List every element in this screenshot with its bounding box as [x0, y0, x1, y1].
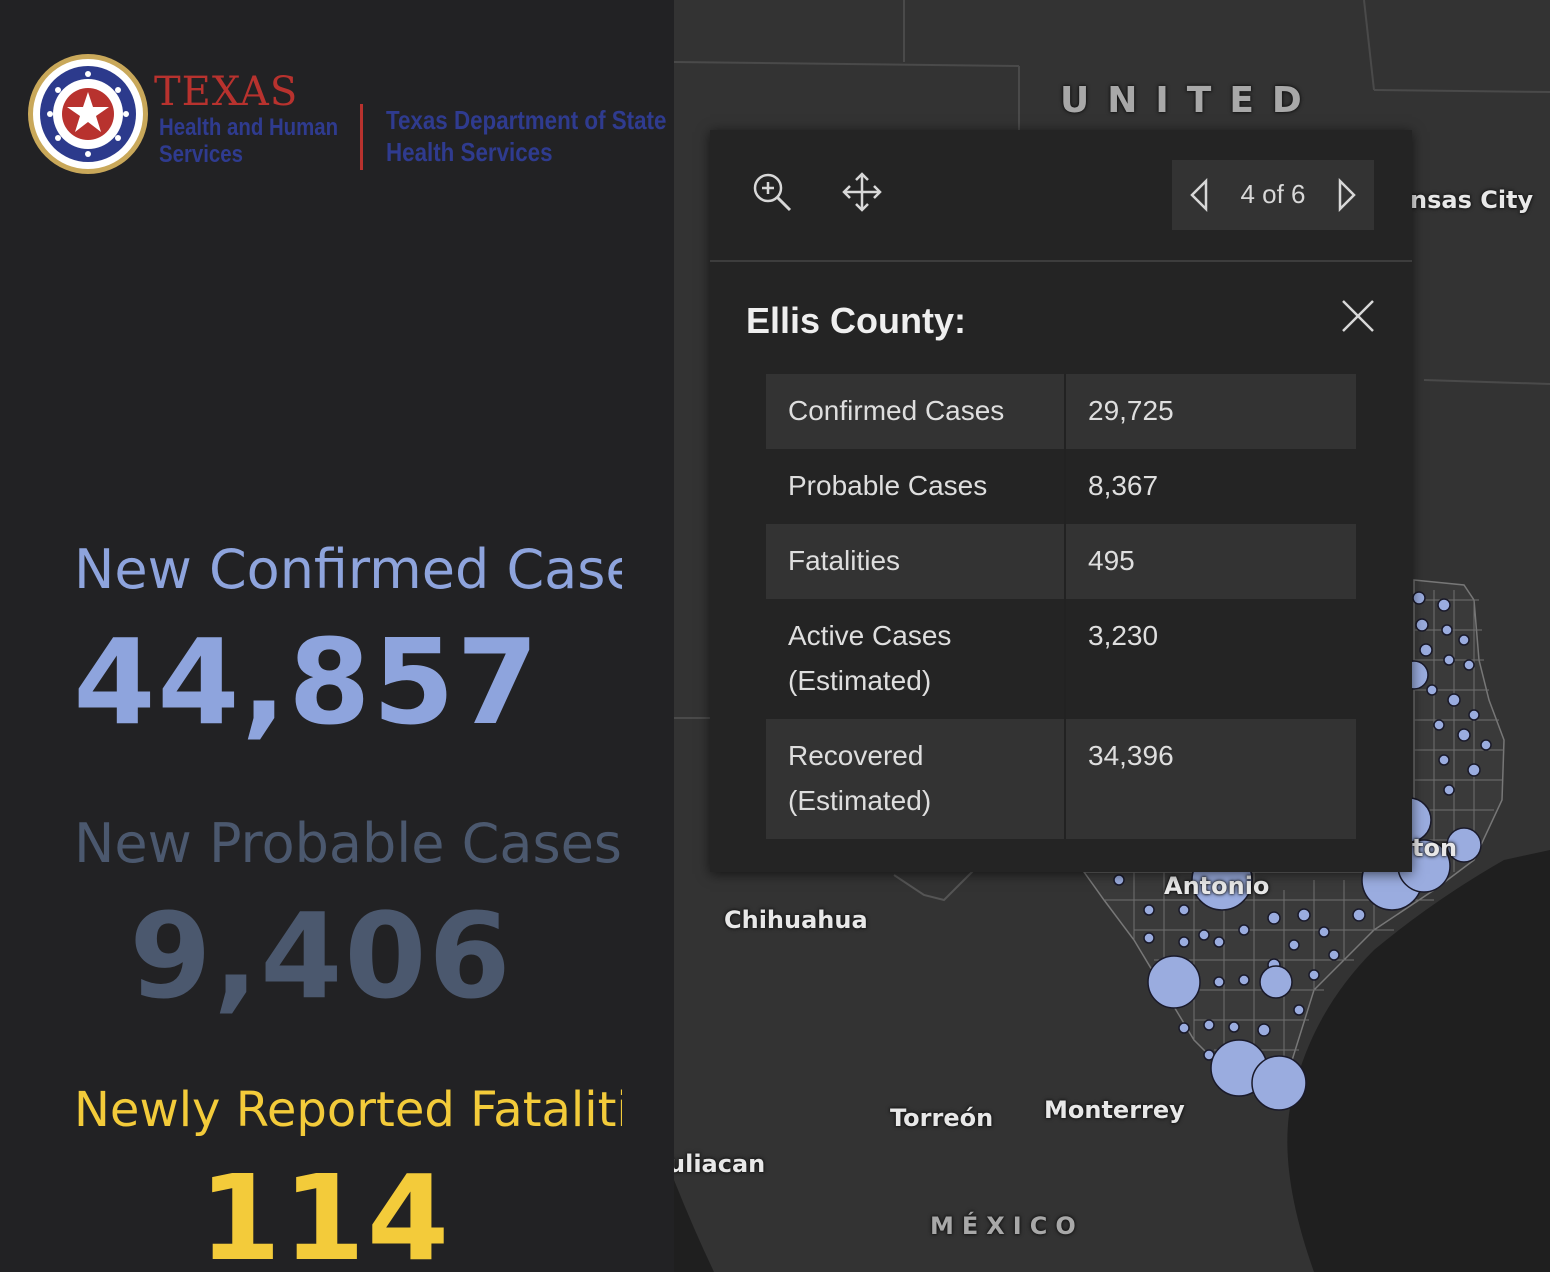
- attribute-key: Active Cases (Estimated): [766, 599, 1065, 719]
- chevron-right-icon: [1338, 178, 1356, 212]
- zoom-to-button[interactable]: [744, 164, 800, 220]
- new-confirmed-label: New Confirmed Cases: [74, 540, 622, 600]
- next-feature-button[interactable]: [1322, 160, 1372, 230]
- close-icon: [1342, 300, 1374, 332]
- dshs-logo: Texas Department of State Health Service…: [386, 104, 666, 168]
- new-confirmed-value: 44,857: [73, 613, 541, 751]
- new-fatalities-value: 114: [198, 1149, 452, 1272]
- map-label-torreon: Torreón: [890, 1104, 994, 1132]
- table-row: Active Cases (Estimated) 3,230: [766, 599, 1356, 719]
- map-label-kansas-city: nsas City: [1410, 186, 1534, 214]
- attribute-key: Fatalities: [766, 524, 1065, 599]
- table-row: Recovered (Estimated) 34,396: [766, 719, 1356, 839]
- table-row: Confirmed Cases 29,725: [766, 374, 1356, 449]
- pan-to-button[interactable]: [834, 164, 890, 220]
- dashboard-panel: TEXAS Health and Human Services Texas De…: [0, 0, 674, 1272]
- hhs-logo-line1: Health and Human: [159, 114, 339, 141]
- map-basemap: [674, 0, 1550, 1272]
- attribute-value: 29,725: [1064, 374, 1356, 449]
- logo-divider: [360, 104, 363, 170]
- map-label-united: UNITED: [1060, 80, 1320, 121]
- attribute-key: Probable Cases: [766, 449, 1065, 524]
- popup-title: Ellis County:: [746, 300, 967, 341]
- table-row: Fatalities 495: [766, 524, 1356, 599]
- zoom-in-icon: [753, 173, 792, 212]
- popup-header: 4 of 6: [710, 130, 1412, 262]
- hhs-logo-subtitle: Health and Human Services: [159, 114, 338, 168]
- dshs-logo-line2: Health Services: [386, 137, 553, 167]
- hhs-logo-line2: Services: [159, 141, 243, 168]
- new-probable-label: New Probable Cases: [74, 814, 622, 874]
- hhs-logo-title: TEXAS: [154, 69, 299, 115]
- table-row: Probable Cases 8,367: [766, 449, 1356, 524]
- pan-icon: [842, 172, 882, 212]
- dshs-logo-line1: Texas Department of State: [386, 105, 667, 135]
- attribute-key: Recovered (Estimated): [766, 719, 1065, 839]
- pager-count: 4 of 6: [1240, 179, 1306, 209]
- new-fatalities-label: Newly Reported Fatalities: [74, 1082, 622, 1138]
- map-label-chihuahua: Chihuahua: [724, 906, 868, 934]
- chevron-left-icon: [1190, 178, 1208, 212]
- attribute-value: 495: [1064, 524, 1356, 599]
- map-label-houston: ton: [1412, 834, 1458, 862]
- previous-feature-button[interactable]: [1174, 160, 1224, 230]
- attribute-key: Confirmed Cases: [766, 374, 1065, 449]
- attribute-value: 34,396: [1064, 719, 1356, 839]
- close-popup-button[interactable]: [1334, 288, 1382, 344]
- feature-pager: 4 of 6: [1172, 160, 1374, 230]
- feature-popup: 4 of 6 Ellis County: Confirmed Cases 29,…: [710, 130, 1412, 872]
- map-label-monterrey: Monterrey: [1044, 1096, 1185, 1124]
- agency-logos: TEXAS Health and Human Services Texas De…: [26, 52, 674, 182]
- map-label-san-antonio: Antonio: [1164, 872, 1270, 900]
- attribute-table: Confirmed Cases 29,725 Probable Cases 8,…: [766, 374, 1356, 839]
- seal-star-icon: [28, 54, 148, 174]
- attribute-value: 8,367: [1064, 449, 1356, 524]
- map-label-mexico: MÉXICO: [930, 1212, 1084, 1240]
- new-probable-value: 9,406: [129, 887, 513, 1025]
- map-label-culiacan: uliacan: [674, 1150, 766, 1178]
- attribute-value: 3,230: [1064, 599, 1356, 719]
